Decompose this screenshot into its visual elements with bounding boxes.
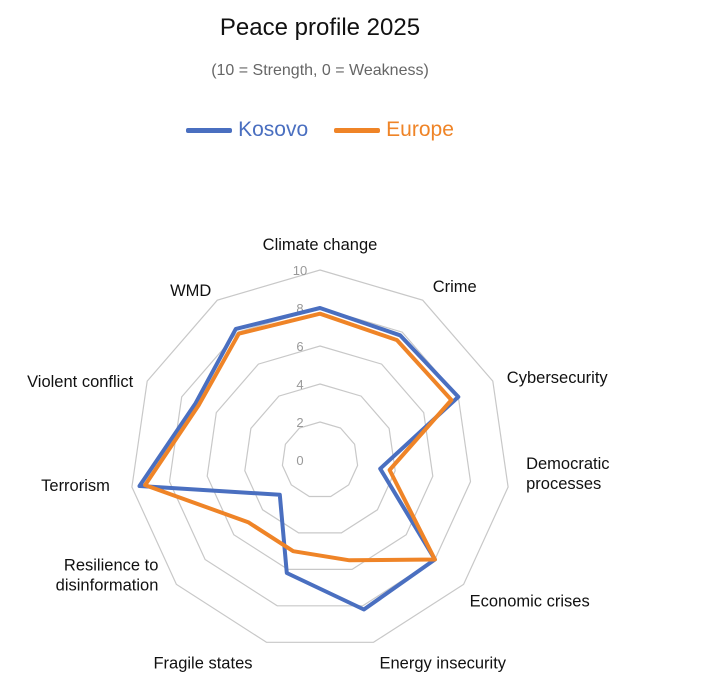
axis-label-line: Democratic — [526, 455, 609, 473]
legend-label-kosovo: Kosovo — [238, 118, 309, 141]
axis-label-line: Crime — [433, 278, 477, 296]
axis-label-democratic-processes: Democratic processes — [526, 455, 609, 493]
series-line-europe — [143, 311, 454, 563]
axis-label-line: Fragile states — [153, 654, 252, 672]
axis-label-line: Violent conflict — [27, 373, 134, 391]
axis-label-resilience-to-disinformation: Resilience to disinformation — [56, 556, 159, 594]
tick-label-0: 0 — [296, 453, 303, 468]
axis-label-line: Energy insecurity — [380, 654, 507, 672]
axis-label-energy-insecurity: Energy insecurity — [380, 654, 507, 672]
axis-label-climate-change: Climate change — [263, 236, 378, 254]
axis-label-terrorism: Terrorism — [41, 477, 110, 495]
grid-ring-6 — [206, 345, 434, 571]
axis-label-line: Economic crises — [470, 592, 590, 610]
chart-subtitle: (10 = Strength, 0 = Weakness) — [211, 62, 429, 79]
tick-label-8: 8 — [296, 301, 303, 316]
legend-label-europe: Europe — [386, 118, 454, 141]
axis-label-line: Climate change — [263, 236, 378, 254]
grid-ring-10 — [131, 269, 509, 643]
legend-swatch-europe — [334, 127, 381, 133]
legend-swatch-kosovo — [186, 127, 233, 133]
legend-item-kosovo: Kosovo — [186, 118, 308, 142]
grid-ring-4 — [244, 383, 396, 534]
axis-label-line: processes — [526, 475, 601, 493]
axis-label-line: WMD — [170, 282, 211, 300]
axis-label-line: Terrorism — [41, 477, 110, 495]
tick-label-10: 10 — [293, 263, 307, 278]
axis-label-line: disinformation — [56, 576, 159, 594]
axis-label-economic-crises: Economic crises — [470, 592, 590, 610]
legend-item-europe: Europe — [334, 118, 454, 142]
grid-ring-2 — [281, 421, 359, 498]
tick-label-4: 4 — [296, 377, 303, 392]
axis-label-line: Cybersecurity — [507, 369, 609, 387]
chart-title: Peace profile 2025 — [219, 14, 421, 41]
series-line-kosovo — [137, 306, 461, 612]
axis-label-crime: Crime — [433, 278, 477, 296]
axis-label-wmd: WMD — [170, 282, 211, 300]
tick-label-2: 2 — [296, 415, 303, 430]
axis-label-cybersecurity: Cybersecurity — [507, 369, 609, 387]
axis-label-violent-conflict: Violent conflict — [27, 373, 134, 391]
axis-label-line: Resilience to — [64, 556, 158, 574]
legend: Kosovo Europe — [0, 118, 640, 142]
tick-label-6: 6 — [296, 339, 303, 354]
axis-label-fragile-states: Fragile states — [153, 654, 252, 672]
